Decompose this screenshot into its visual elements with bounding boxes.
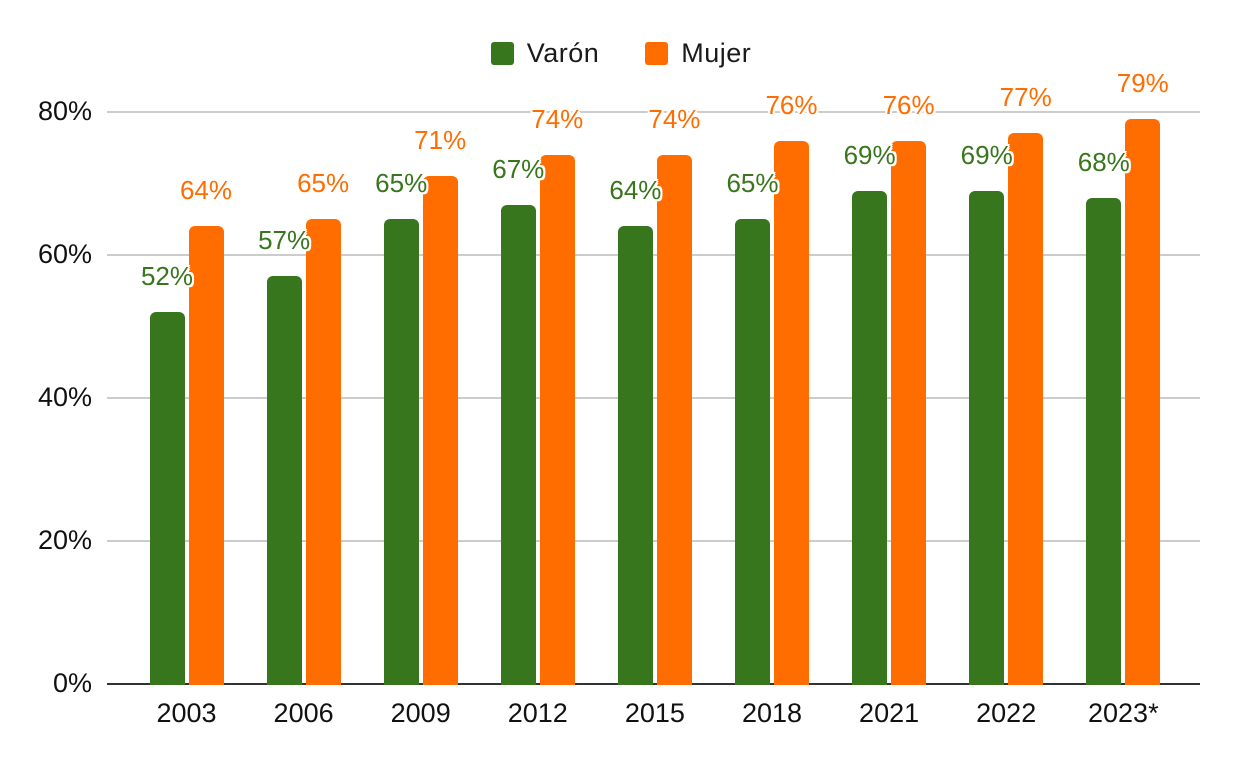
bar-value-label: 76% — [765, 89, 818, 120]
bar-value-label: 68% — [1077, 146, 1130, 177]
legend-swatch-icon — [645, 42, 669, 65]
y-tick-label-0: 0% — [52, 668, 92, 698]
bar-value-label: 57% — [258, 225, 311, 256]
bar-mujer-2012 — [539, 154, 575, 685]
bar-mujer-2015 — [656, 154, 692, 685]
gridline-80 — [107, 111, 1200, 113]
bar-value-label: 52% — [140, 261, 194, 292]
bar-value-label: 67% — [492, 153, 545, 184]
bar-varón-2022 — [969, 190, 1005, 685]
bar-varón-2006 — [266, 276, 302, 685]
x-tick-label-2018: 2018 — [741, 698, 803, 728]
bar-value-label: 65% — [375, 168, 428, 199]
x-axis-line — [107, 683, 1200, 685]
x-tick-label-2021: 2021 — [859, 698, 920, 728]
gridline-40 — [107, 397, 1200, 399]
bar-value-label: 77% — [999, 82, 1052, 113]
bar-mujer-2022 — [1008, 133, 1044, 685]
bar-mujer-2023 — [1125, 119, 1161, 685]
bar-varón-2009 — [383, 219, 419, 685]
x-tick-label-2012: 2012 — [507, 698, 568, 728]
bar-value-label: 74% — [648, 103, 701, 134]
bar-varón-2021 — [852, 190, 888, 685]
legend-label: Mujer — [681, 38, 752, 68]
bar-mujer-2006 — [305, 219, 341, 685]
legend-item-1: Mujer — [645, 38, 751, 69]
y-tick-label-40: 40% — [37, 382, 92, 412]
bar-value-label: 74% — [531, 103, 584, 134]
bar-mujer-2018 — [774, 140, 809, 685]
bar-value-label: 76% — [882, 89, 935, 120]
bar-value-label: 69% — [960, 139, 1013, 170]
x-tick-label-2006: 2006 — [273, 698, 334, 728]
bar-varón-2023 — [1086, 197, 1122, 685]
legend-swatch-icon — [490, 42, 514, 65]
legend-label: Varón — [526, 38, 600, 68]
y-tick-label-80: 80% — [37, 96, 92, 126]
x-tick-label-2009: 2009 — [390, 698, 451, 728]
x-tick-label-2022: 2022 — [976, 698, 1037, 728]
bar-value-label: 79% — [1116, 68, 1169, 99]
bar-mujer-2003 — [188, 226, 224, 685]
bar-mujer-2009 — [422, 176, 458, 685]
gridline-20 — [107, 540, 1200, 542]
bar-varón-2015 — [617, 226, 653, 685]
bar-value-label: 65% — [297, 168, 350, 199]
legend: Varón Mujer — [0, 38, 1242, 69]
y-tick-label-60: 60% — [37, 239, 92, 269]
bar-varón-2003 — [149, 312, 185, 685]
x-tick-label-2003: 2003 — [156, 698, 217, 728]
gridline-60 — [107, 254, 1200, 256]
legend-item-0: Varón — [490, 38, 600, 69]
bar-value-label: 64% — [609, 175, 662, 206]
bar-value-label: 69% — [843, 139, 896, 170]
y-tick-label-20: 20% — [37, 525, 92, 555]
x-tick-label-2023: 2023* — [1088, 698, 1159, 728]
bar-mujer-2021 — [891, 140, 927, 685]
bar-varón-2018 — [735, 219, 770, 685]
bar-varón-2012 — [500, 204, 536, 685]
bar-value-label: 64% — [179, 175, 233, 206]
x-tick-label-2015: 2015 — [624, 698, 685, 728]
bar-value-label: 65% — [726, 168, 779, 199]
bar-value-label: 71% — [414, 125, 467, 156]
